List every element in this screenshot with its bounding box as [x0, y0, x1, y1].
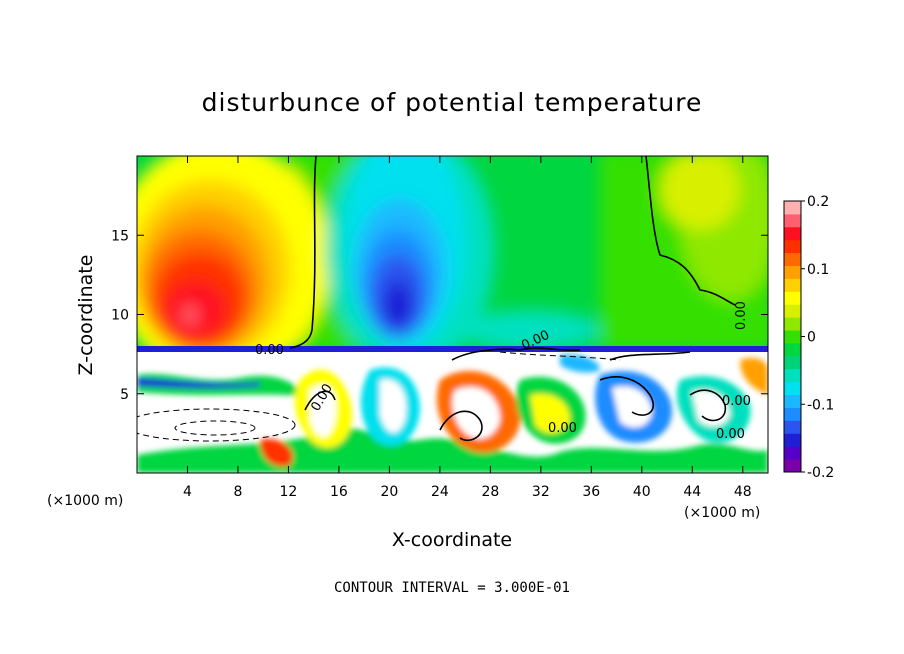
contour-label: 0.00 [716, 427, 745, 442]
colorbar-swatch [784, 226, 801, 241]
colorbar-swatch [784, 317, 801, 331]
contour-lines [289, 156, 736, 442]
interface-band [137, 346, 768, 352]
x-tick-label: 20 [380, 484, 398, 500]
colorbar-swatch [784, 278, 801, 292]
y-axis-label: Z-coordinate [75, 255, 97, 376]
chart-title: disturbunce of potential temperature [202, 88, 703, 117]
contour-label: 0.00 [255, 343, 284, 358]
colorbar-swatch [784, 420, 801, 434]
x-unit-right: (×1000 m) [684, 505, 760, 521]
plot-area [137, 156, 768, 473]
colorbar-swatch [784, 291, 801, 305]
dashed-contours [137, 351, 621, 442]
upper-field [137, 156, 768, 380]
x-axis: 4 8 12 16 20 24 28 32 36 40 44 48 [183, 156, 752, 500]
colorbar-swatch [784, 330, 801, 344]
x-tick-label: 44 [683, 484, 701, 500]
y-tick-label: 15 [111, 228, 129, 244]
colorbar-label: 0 [807, 330, 816, 346]
colorbar-swatch [784, 381, 801, 396]
contour-interval-note: CONTOUR INTERVAL = 3.000E-01 [334, 580, 570, 596]
colorbar-swatch [784, 446, 801, 460]
colorbar-swatch [784, 201, 801, 215]
colorbar-label: -0.1 [807, 397, 834, 413]
colorbar-swatch [784, 342, 801, 357]
colorbar-swatch [784, 407, 801, 421]
contour-label: 0.00 [734, 301, 749, 330]
colorbar-swatch [784, 252, 801, 267]
x-tick-label: 16 [330, 484, 348, 500]
colorbar-swatch [784, 355, 801, 370]
x-tick-label: 32 [532, 484, 550, 500]
colorbar-swatch [784, 394, 801, 408]
y-tick-label: 5 [120, 387, 129, 403]
x-tick-label: 28 [481, 484, 499, 500]
x-unit-left: (×1000 m) [47, 493, 123, 509]
x-tick-label: 40 [633, 484, 651, 500]
colorbar: 0.2 0.1 0 -0.1 -0.2 [783, 194, 834, 481]
x-tick-label: 36 [582, 484, 600, 500]
colorbar-label: -0.2 [807, 465, 834, 481]
colorbar-swatch [784, 368, 801, 383]
colorbar-swatch [784, 304, 801, 318]
x-tick-label: 4 [183, 484, 192, 500]
contour-label: 0.00 [722, 394, 751, 409]
colorbar-swatch [784, 239, 801, 254]
x-tick-label: 24 [431, 484, 449, 500]
y-axis: 5 10 15 [111, 228, 768, 403]
x-tick-label: 12 [280, 484, 298, 500]
y-tick-label: 10 [111, 308, 129, 324]
colorbar-swatch [784, 459, 801, 473]
colorbar-swatch [784, 213, 801, 228]
x-axis-label: X-coordinate [392, 529, 512, 551]
colorbar-label: 0.1 [807, 262, 829, 278]
colorbar-swatch [784, 433, 801, 447]
x-tick-label: 8 [233, 484, 242, 500]
x-tick-label: 48 [734, 484, 752, 500]
colorbar-swatch [784, 265, 801, 279]
lower-eddies [137, 354, 768, 473]
contour-label: 0.00 [548, 421, 577, 436]
colorbar-label: 0.2 [807, 194, 829, 210]
